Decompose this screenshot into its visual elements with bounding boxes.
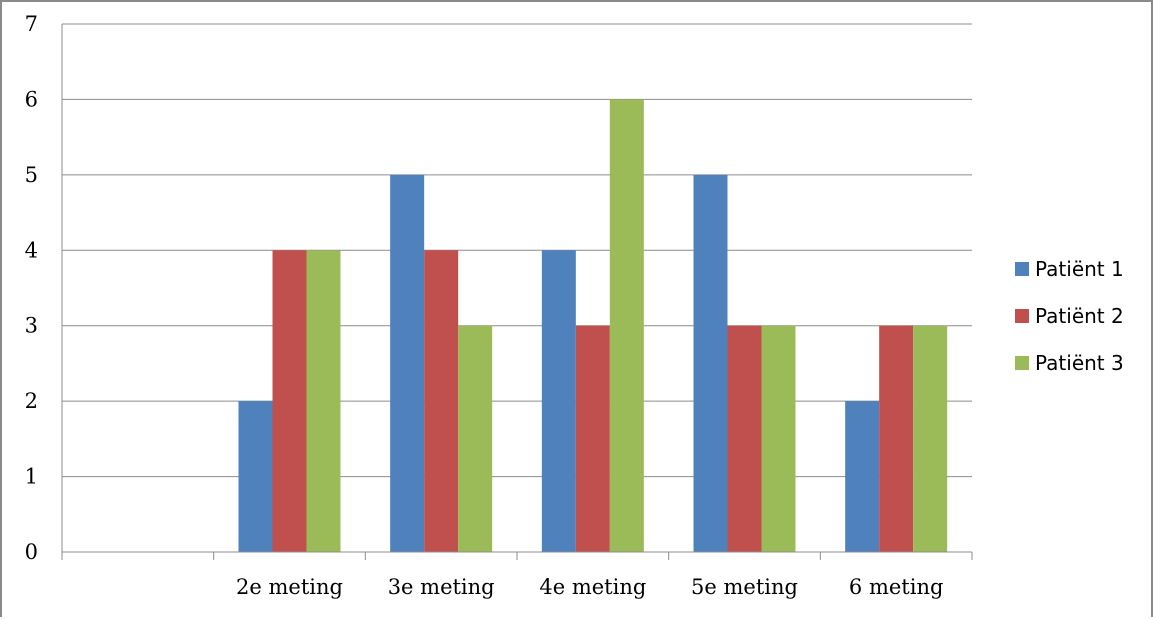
y-tick-label: 5 <box>25 163 38 187</box>
legend-swatch <box>1015 262 1029 276</box>
legend-swatch <box>1015 309 1029 323</box>
x-tick-label: 5e meting <box>691 575 798 599</box>
bar-pati-nt-3 <box>761 325 796 552</box>
bar-pati-nt-2 <box>575 325 610 552</box>
legend-label: Patiënt 2 <box>1035 304 1124 328</box>
bars <box>238 99 948 553</box>
bar-pati-nt-1 <box>693 174 728 552</box>
y-tick-label: 6 <box>25 87 38 111</box>
y-tick-label: 7 <box>25 12 38 36</box>
y-tick-label: 1 <box>25 465 38 489</box>
bar-pati-nt-3 <box>609 99 644 552</box>
x-tick-label: 4e meting <box>539 575 646 599</box>
legend-label: Patiënt 3 <box>1035 351 1124 375</box>
bar-pati-nt-1 <box>541 250 576 553</box>
axes <box>61 24 973 560</box>
legend-swatch <box>1015 356 1029 370</box>
bar-pati-nt-3 <box>913 325 948 552</box>
bar-pati-nt-3 <box>306 250 341 553</box>
legend: Patiënt 1 Patiënt 2 Patiënt 3 <box>1015 257 1124 375</box>
bar-pati-nt-1 <box>238 401 273 552</box>
gridlines <box>62 23 972 478</box>
x-tick-label: 3e meting <box>388 575 495 599</box>
legend-label: Patiënt 1 <box>1035 257 1124 281</box>
bar-pati-nt-2 <box>272 250 307 553</box>
bar-pati-nt-2 <box>879 325 914 552</box>
bar-pati-nt-2 <box>424 250 459 553</box>
x-tick-label: 2e meting <box>236 575 343 599</box>
bar-pati-nt-1 <box>845 401 880 552</box>
bar-pati-nt-2 <box>727 325 762 552</box>
x-tick-label: 6 meting <box>849 575 944 599</box>
y-tick-label: 3 <box>25 314 38 338</box>
y-tick-labels: 0 1 2 3 4 5 6 7 <box>25 12 38 564</box>
bar-pati-nt-1 <box>390 174 425 552</box>
bar-pati-nt-3 <box>458 325 493 552</box>
y-tick-label: 2 <box>25 389 38 413</box>
y-tick-label: 4 <box>25 238 38 262</box>
x-tick-labels: 2e meting 3e meting 4e meting 5e meting 6 me… <box>236 575 943 599</box>
y-tick-label: 0 <box>25 540 38 564</box>
